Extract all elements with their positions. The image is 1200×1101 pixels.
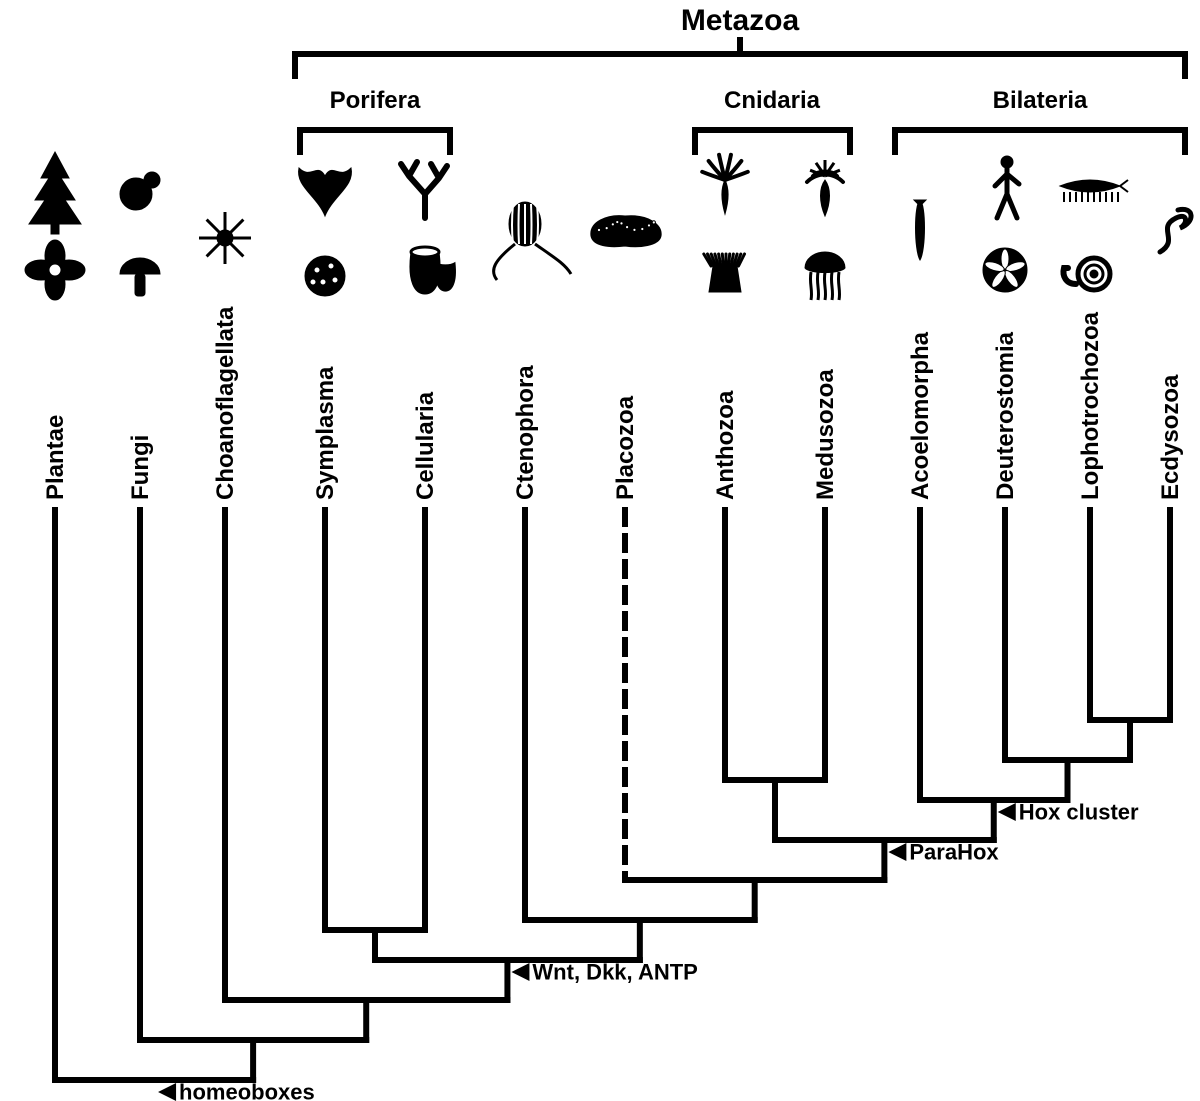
taxon-label-ecdysozoa: Ecdysozoa [1157,374,1184,500]
icons-deuterostomia [983,156,1027,292]
choano-icon [199,212,251,264]
taxon-label-lophotrochozoa: Lophotrochozoa [1077,311,1104,500]
icons-choano [199,212,251,264]
flower-icon [25,240,85,300]
coral_branch-icon [401,162,447,218]
mushroom-icon [120,258,160,296]
anemone-icon [704,254,745,292]
millipede-icon [1060,180,1128,202]
icons-fungi [120,172,160,296]
taxon-label-ctenophora: Ctenophora [512,365,539,500]
taxon-label-deuterostomia: Deuterostomia [992,331,1019,500]
icons-symplasma [299,168,352,296]
human-icon [995,156,1019,218]
sponge_ball-icon [305,256,345,296]
sanddollar-icon [983,248,1027,292]
ctenophore-icon [494,202,571,280]
phylogeny-tree [55,510,1170,1080]
icons-acoelomorpha [914,200,926,260]
icons-ctenophora [494,202,571,280]
marker-label-homeobox: homeoboxes [179,1080,315,1101]
flatworm-icon [914,200,926,260]
yeast-icon [120,172,160,210]
conifer-icon [29,152,81,234]
organism-icons [25,152,1191,300]
marker-label-wnt: Wnt, Dkk, ANTP [532,960,697,985]
marker-label-parahox: ParaHox [909,840,999,865]
taxon-label-choano: Choanoflagellata [212,306,239,500]
group-label-bilateria: Bilateria [993,87,1088,114]
taxon-label-placozoa: Placozoa [612,395,639,500]
nematode-icon [1160,209,1191,252]
group-label-porifera: Porifera [330,87,421,114]
group-brackets: Metazoa Porifera Cnidaria Bilateria [295,4,1185,152]
icons-cellularia [401,162,456,294]
taxon-label-medusozoa: Medusozoa [812,369,839,500]
icons-anthozoa [702,155,748,292]
marker-label-hox: Hox cluster [1019,800,1139,825]
taxon-labels: Plantae Fungi Choanoflagellata Symplasma Cel… [42,306,1184,500]
marker-arrow-wnt [511,963,529,981]
icons-ecdysozoa [1160,209,1191,252]
taxon-label-anthozoa: Anthozoa [712,390,739,500]
icons-plantae [25,152,85,300]
jelly-icon [805,252,845,300]
icons-medusozoa [805,160,845,300]
icons-lophotrochozoa [1060,180,1128,292]
sponge_vase-icon [410,247,456,294]
taxon-label-fungi: Fungi [127,435,154,500]
placozoa-icon [591,216,661,247]
taxon-label-symplasma: Symplasma [312,366,339,500]
marker-arrow-hox [998,803,1016,821]
markers: Hox cluster ParaHox Wnt, Dkk, ANTP homeobox… [158,800,1139,1101]
taxon-label-acoelomorpha: Acoelomorpha [907,331,934,500]
taxon-label-plantae: Plantae [42,415,69,500]
polyp-icon [807,160,843,216]
icons-placozoa [591,216,661,247]
marker-arrow-parahox [888,843,906,861]
sponge_fan-icon [299,168,352,216]
marker-arrow-homeobox [158,1083,176,1101]
group-label-metazoa: Metazoa [681,4,800,37]
hydra-icon [702,155,748,214]
taxon-label-cellularia: Cellularia [412,391,439,500]
group-label-cnidaria: Cnidaria [724,87,821,114]
snail-icon [1064,256,1113,292]
